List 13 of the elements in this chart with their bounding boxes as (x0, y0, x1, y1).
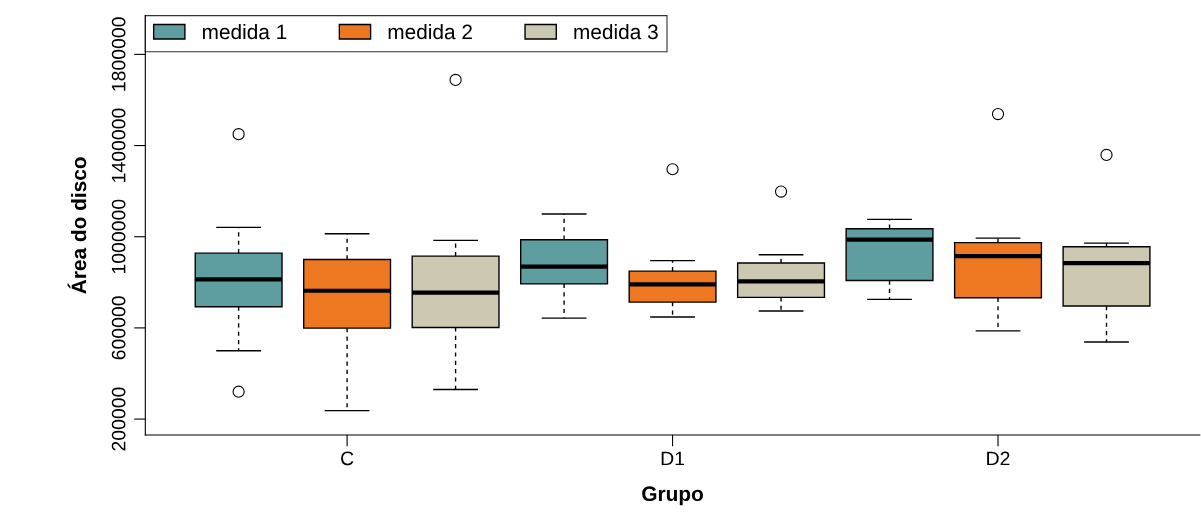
y-tick-label: 1800000 (111, 17, 126, 91)
y-tick-label: 1400000 (111, 108, 126, 182)
x-tick-label: D2 (987, 451, 1010, 466)
legend-label: medida 1 (202, 23, 287, 40)
x-tick-label: D1 (661, 451, 685, 466)
x-tick-label: C (341, 451, 354, 466)
legend-label: medida 2 (388, 23, 472, 40)
x-axis-title: Grupo (642, 486, 703, 506)
legend-label: medida 3 (574, 23, 658, 40)
y-tick-label: 600000 (111, 296, 126, 360)
y-tick-label: 200000 (111, 387, 126, 451)
y-axis-title: Área do disco (67, 157, 87, 294)
y-tick-label: 1000000 (111, 199, 126, 274)
